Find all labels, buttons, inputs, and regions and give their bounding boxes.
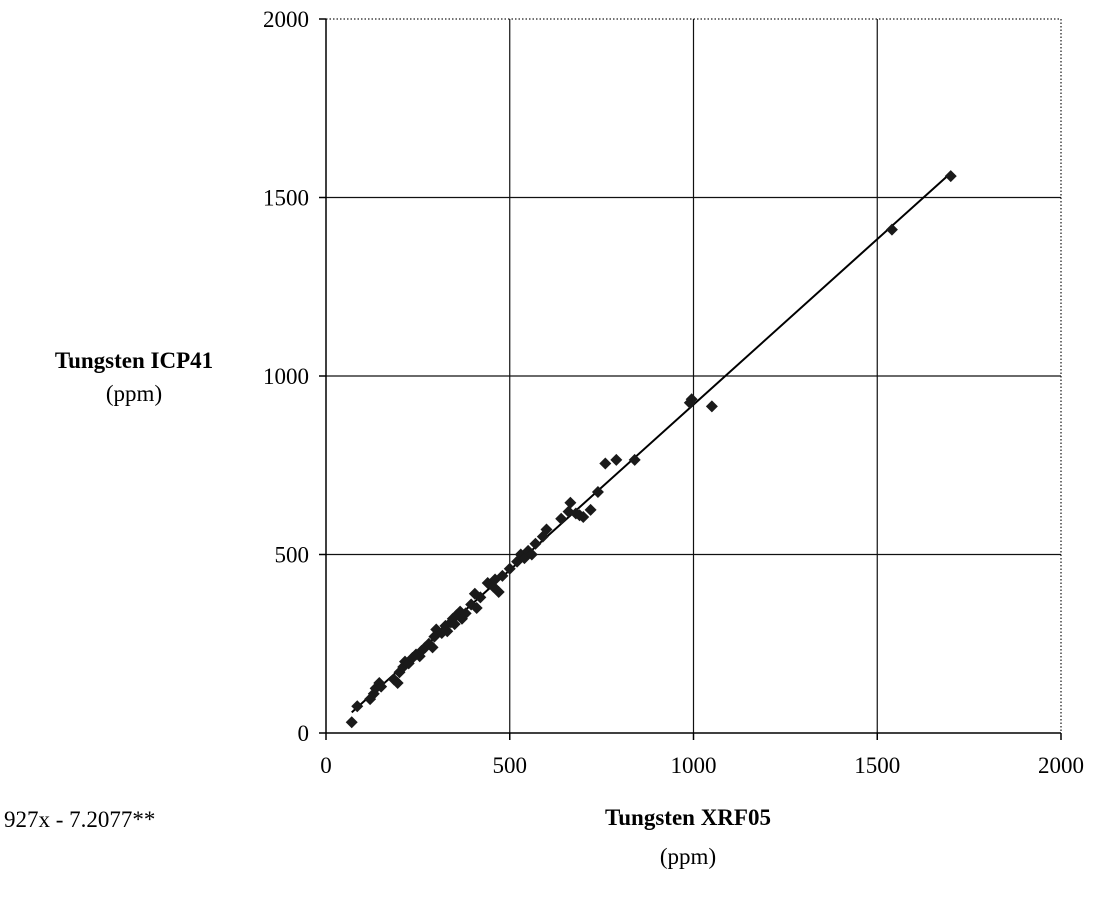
data-point-0-47 xyxy=(529,537,542,550)
data-point-0-6 xyxy=(375,680,388,693)
data-point-0-35 xyxy=(474,591,487,604)
y-axis-title: Tungsten ICP41 xyxy=(55,348,213,373)
y-tick-label-0: 0 xyxy=(298,721,310,746)
data-point-0-19 xyxy=(426,641,439,654)
data-point-0-56 xyxy=(584,503,597,516)
data-point-0-1 xyxy=(351,700,364,713)
data-point-0-31 xyxy=(459,607,472,620)
data-point-0-46 xyxy=(525,548,538,561)
data-point-0-55 xyxy=(577,511,590,524)
y-tick-label-4: 2000 xyxy=(263,7,309,32)
data-point-0-0 xyxy=(345,716,358,729)
data-point-0-65 xyxy=(944,170,957,183)
x-tick-label-1: 500 xyxy=(493,753,528,778)
data-point-0-62 xyxy=(685,393,698,406)
data-points xyxy=(345,170,957,729)
x-tick-label-4: 2000 xyxy=(1038,753,1084,778)
x-axis-unit: (ppm) xyxy=(660,844,716,869)
x-tick-label-2: 1000 xyxy=(671,753,717,778)
y-tick-label-1: 500 xyxy=(275,543,310,568)
grid-lines xyxy=(326,19,1061,733)
x-tick-label-3: 1500 xyxy=(854,753,900,778)
data-point-0-39 xyxy=(492,585,505,598)
data-point-0-52 xyxy=(564,496,577,509)
data-point-0-34 xyxy=(470,602,483,615)
y-tick-labels: 0 500 1000 1500 2000 xyxy=(263,7,309,746)
data-point-0-24 xyxy=(441,625,454,638)
data-point-0-40 xyxy=(496,569,509,582)
x-tick-labels: 0 500 1000 1500 2000 xyxy=(320,753,1084,778)
data-point-0-64 xyxy=(885,223,898,236)
data-point-0-49 xyxy=(540,523,553,536)
y-tick-label-2: 1000 xyxy=(263,364,309,389)
x-axis-title: Tungsten XRF05 xyxy=(605,805,771,830)
data-point-0-63 xyxy=(705,400,718,413)
data-point-0-27 xyxy=(448,618,461,631)
y-tick-label-3: 1500 xyxy=(263,186,309,211)
axes xyxy=(319,18,1062,740)
x-tick-label-0: 0 xyxy=(320,753,332,778)
regression-equation: 927x - 7.2077** xyxy=(4,807,155,832)
y-axis-unit: (ppm) xyxy=(106,381,162,406)
data-point-0-60 xyxy=(628,453,641,466)
data-point-0-50 xyxy=(555,512,568,525)
data-point-0-59 xyxy=(610,453,623,466)
data-point-0-57 xyxy=(591,486,604,499)
data-point-0-58 xyxy=(599,457,612,470)
data-point-0-41 xyxy=(503,562,516,575)
data-point-0-8 xyxy=(391,677,404,690)
